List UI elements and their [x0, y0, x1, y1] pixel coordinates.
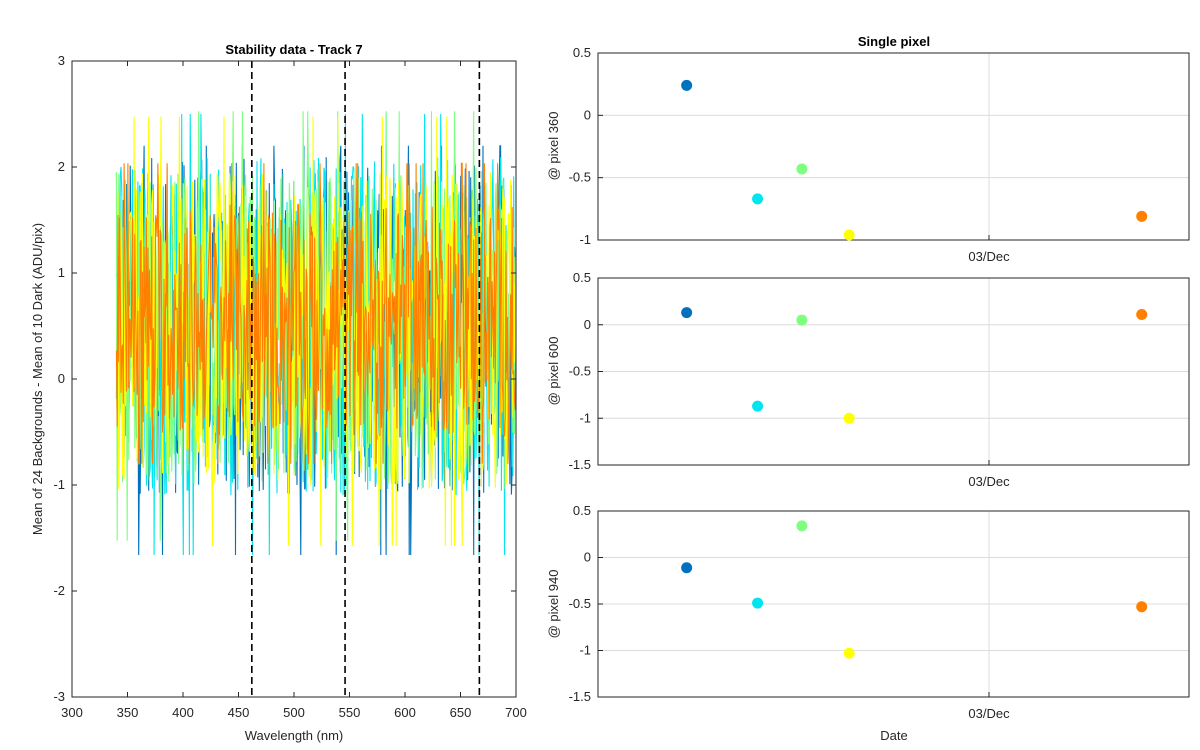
y-tick-label: 0: [584, 107, 591, 122]
y-tick-label: -1: [579, 232, 591, 247]
x-tick-label: 03/Dec: [968, 706, 1010, 721]
pixel-360-panel: -1 -0.5 0 0.5 03/Dec: [569, 45, 1190, 264]
y-tick-label: 0.5: [573, 503, 591, 518]
x-tick-label: 500: [283, 705, 305, 720]
left-chart-title: Stability data - Track 7: [225, 42, 362, 57]
y-tick-label: 0.5: [573, 45, 591, 60]
y-tick-label: -0.5: [569, 364, 591, 379]
y-tick-label: 3: [58, 53, 65, 68]
y-tick-label: 2: [58, 159, 65, 174]
y-tick-label: -1: [579, 643, 591, 658]
x-tick-label: 350: [117, 705, 139, 720]
y-tick-label: 0: [584, 317, 591, 332]
series-line-4: [115, 116, 517, 547]
data-point-1: [681, 562, 693, 574]
panel-frame: [597, 52, 1190, 241]
x-tick-label: 400: [172, 705, 194, 720]
data-point-2: [752, 193, 764, 205]
right-y-label-600: @ pixel 600: [546, 337, 561, 406]
y-tick-label: 0: [58, 371, 65, 386]
data-point-3: [796, 163, 808, 175]
series-line-5: [115, 162, 517, 465]
data-point-5: [1136, 601, 1148, 613]
x-tick-label: 03/Dec: [968, 249, 1010, 264]
data-point-3: [796, 520, 808, 532]
data-point-1: [681, 307, 693, 319]
data-point-4: [843, 229, 855, 241]
panel-background: [598, 53, 1189, 240]
y-tick-label: -3: [53, 689, 65, 704]
right-y-label-940: @ pixel 940: [546, 570, 561, 639]
right-y-label-360: @ pixel 360: [546, 112, 561, 181]
data-point-2: [752, 597, 764, 609]
y-tick-label: -0.5: [569, 596, 591, 611]
x-tick-label: 700: [505, 705, 527, 720]
y-tick-label: -1: [579, 410, 591, 425]
y-tick-label: -2: [53, 583, 65, 598]
data-point-3: [796, 314, 808, 326]
left-x-axis-label: Wavelength (nm): [245, 728, 344, 743]
data-point-4: [843, 412, 855, 424]
pixel-940-panel: -1.5 -1 -0.5 0 0.5 03/Dec: [569, 503, 1190, 721]
x-tick-label: 300: [61, 705, 83, 720]
data-point-5: [1136, 210, 1148, 222]
x-tick-label: 450: [228, 705, 250, 720]
x-tick-label: 03/Dec: [968, 474, 1010, 489]
y-tick-label: -1.5: [569, 457, 591, 472]
y-tick-label: 0: [584, 550, 591, 565]
x-tick-label: 650: [450, 705, 472, 720]
right-x-axis-label: Date: [880, 728, 907, 743]
single-pixel-charts: Single pixel -1 -0.5 0 0.5 03/Dec -1.5 -1 -0.5…: [546, 34, 1190, 743]
x-tick-label: 600: [394, 705, 416, 720]
y-tick-label: 0.5: [573, 270, 591, 285]
pixel-600-panel: -1.5 -1 -0.5 0 0.5 03/Dec: [569, 270, 1190, 489]
right-chart-title: Single pixel: [858, 34, 930, 49]
data-point-2: [752, 400, 764, 412]
left-y-axis-label: Mean of 24 Backgrounds - Mean of 10 Dark…: [30, 223, 45, 535]
y-tick-label: -0.5: [569, 170, 591, 185]
y-tick-label: 1: [58, 265, 65, 280]
data-point-1: [681, 79, 693, 91]
data-point-4: [843, 647, 855, 659]
stability-chart: Stability data - Track 7 300 350 400 450 500…: [30, 42, 527, 743]
data-point-5: [1136, 308, 1148, 320]
x-tick-label: 550: [339, 705, 361, 720]
y-tick-label: -1: [53, 477, 65, 492]
y-tick-label: -1.5: [569, 689, 591, 704]
left-plot-area: 300 350 400 450 500 550 600 650 700 -3 -2 -1 0 1 2 3: [53, 53, 526, 720]
